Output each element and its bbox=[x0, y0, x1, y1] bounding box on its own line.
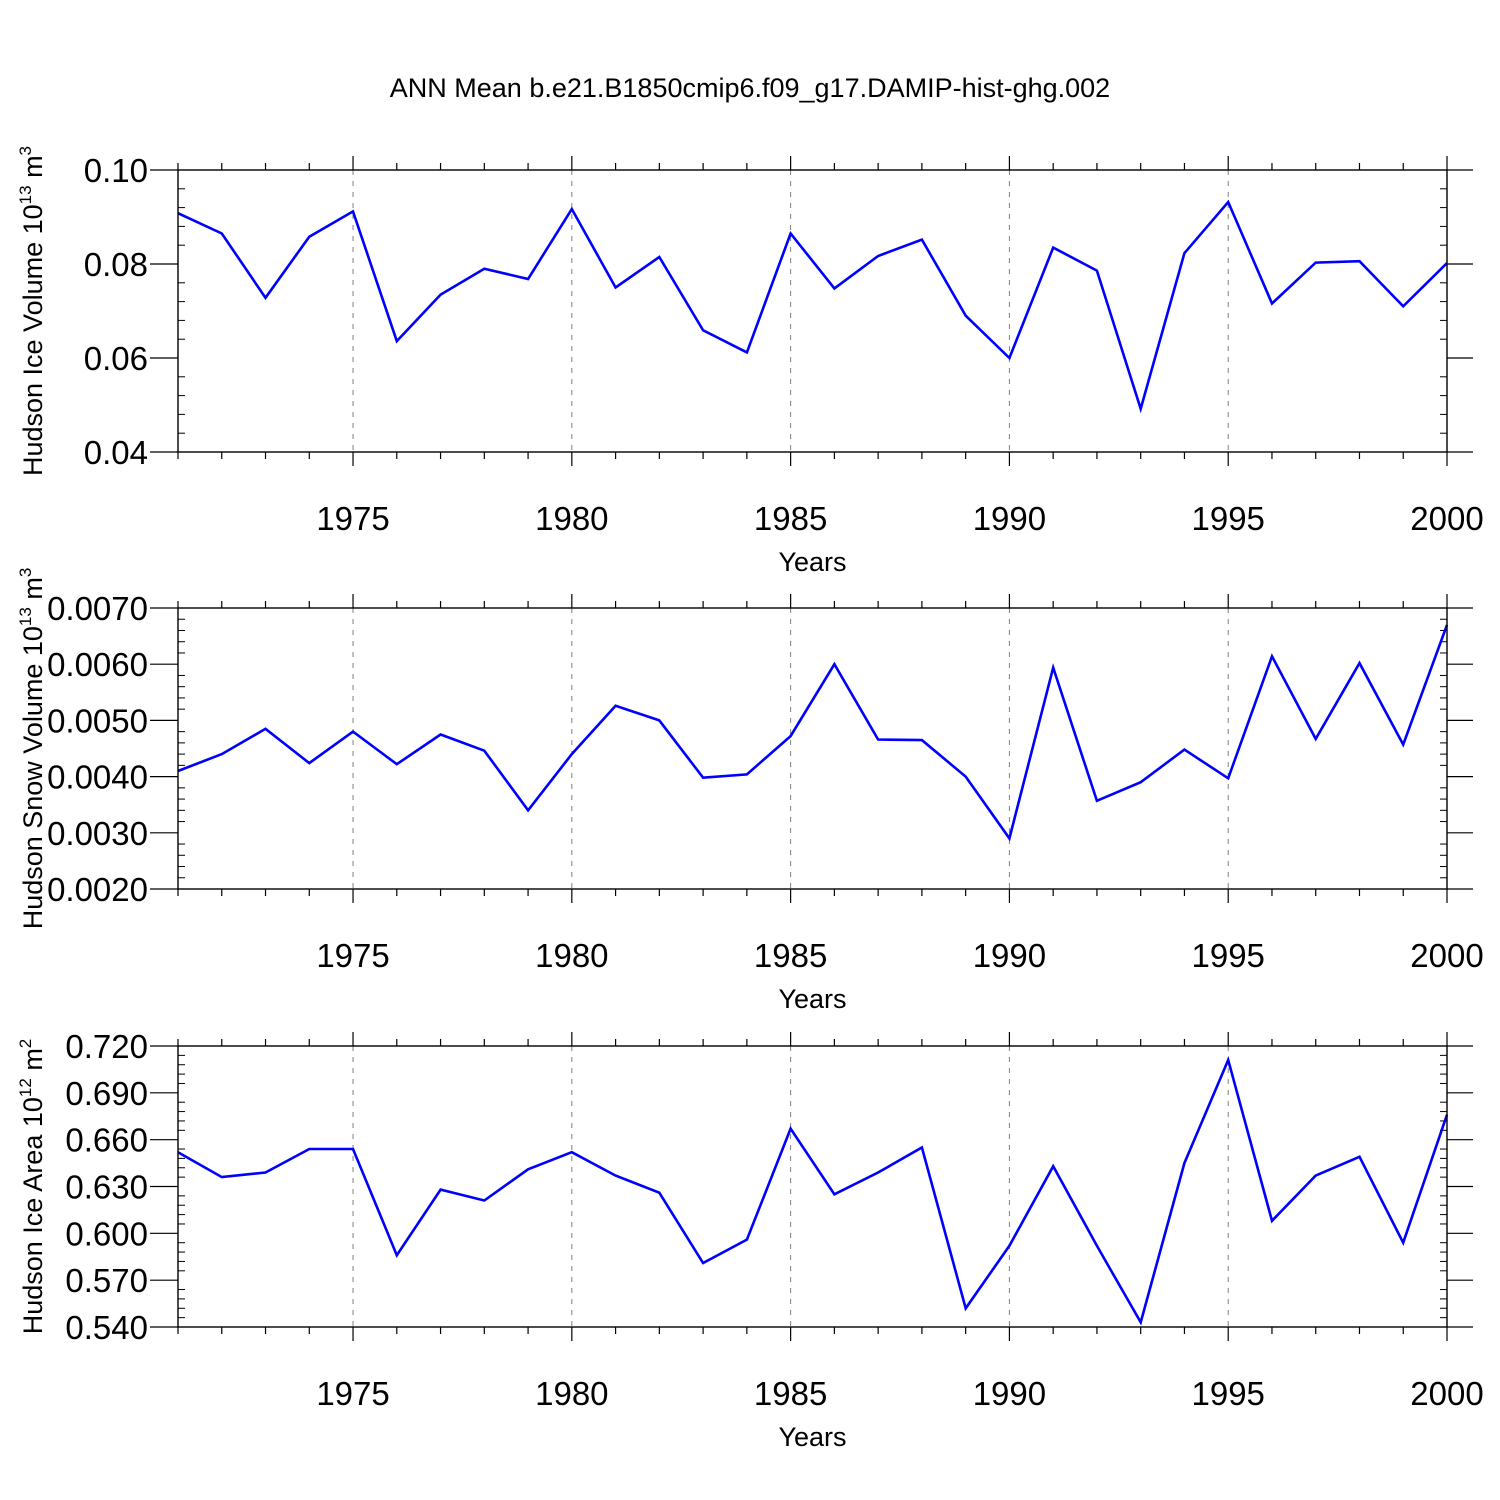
y-tick-label: 0.630 bbox=[65, 1169, 148, 1206]
panel-snow-volume: 0.0020 0.0030 0.0040 0.0050 0.0060 0.0070 1975… bbox=[16, 568, 1484, 1014]
x-tick-label: 2000 bbox=[1410, 500, 1483, 537]
y-axis-label-exponent: 13 bbox=[16, 607, 35, 626]
y-axis-label-unit: m bbox=[18, 1048, 48, 1078]
x-tick-label: 1990 bbox=[973, 500, 1046, 537]
x-tick-label: 1975 bbox=[316, 1375, 389, 1412]
y-tick-label: 0.720 bbox=[65, 1028, 148, 1065]
x-axis-label: Years bbox=[778, 1422, 846, 1452]
x-tick-label: 1975 bbox=[316, 937, 389, 974]
x-tick-label: 2000 bbox=[1410, 937, 1483, 974]
panel-ice-volume: 0.04 0.06 0.08 0.10 1975 1980 1985 1990 1995 2000… bbox=[16, 146, 1484, 577]
y-axis-label-exponent: 12 bbox=[16, 1078, 35, 1097]
y-tick-label: 0.570 bbox=[65, 1262, 148, 1299]
x-tick-label: 1985 bbox=[754, 1375, 827, 1412]
x-tick-label: 1990 bbox=[973, 1375, 1046, 1412]
y-axis-label-unit-exponent: 2 bbox=[16, 1039, 35, 1048]
x-tick-label: 1985 bbox=[754, 500, 827, 537]
y-tick-label: 0.600 bbox=[65, 1215, 148, 1252]
y-axis-label-text: Hudson Ice Volume 10 bbox=[18, 204, 48, 476]
x-tick-label: 1990 bbox=[973, 937, 1046, 974]
chart-title: ANN Mean b.e21.B1850cmip6.f09_g17.DAMIP-… bbox=[390, 73, 1110, 103]
y-axis-label: Hudson Snow Volume 1013 m3 bbox=[16, 568, 48, 930]
y-tick-label: 0.08 bbox=[84, 246, 148, 283]
y-tick-label: 0.0030 bbox=[47, 815, 148, 852]
y-axis-label-unit: m bbox=[18, 577, 48, 607]
x-tick-label: 1995 bbox=[1191, 1375, 1264, 1412]
x-axis-label: Years bbox=[778, 547, 846, 577]
y-tick-label: 0.0020 bbox=[47, 871, 148, 908]
x-tick-label: 1980 bbox=[535, 500, 608, 537]
series-line-0 bbox=[177, 199, 1448, 414]
y-axis-label-exponent: 13 bbox=[16, 185, 35, 204]
plot-frame bbox=[177, 169, 1448, 453]
y-tick-label: 0.540 bbox=[65, 1309, 148, 1346]
y-tick-label: 0.0050 bbox=[47, 702, 148, 739]
x-tick-label: 1985 bbox=[754, 937, 827, 974]
plot-frame bbox=[177, 1045, 1448, 1328]
x-tick-label: 1980 bbox=[535, 1375, 608, 1412]
x-tick-label: 1995 bbox=[1191, 937, 1264, 974]
panel-ice-area: 0.540 0.570 0.600 0.630 0.660 0.690 0.720 1975 1… bbox=[16, 1028, 1484, 1452]
y-tick-label: 0.0040 bbox=[47, 759, 148, 796]
y-axis-label-unit: m bbox=[18, 155, 48, 185]
y-axis-label-unit-exponent: 3 bbox=[16, 146, 35, 155]
x-tick-label: 1975 bbox=[316, 500, 389, 537]
series-line-0 bbox=[177, 1056, 1449, 1326]
x-axis-label: Years bbox=[778, 984, 846, 1014]
x-tick-label: 2000 bbox=[1410, 1375, 1483, 1412]
y-axis-label-text: Hudson Ice Area 10 bbox=[18, 1097, 48, 1334]
y-axis-label: Hudson Ice Volume 1013 m3 bbox=[16, 146, 48, 476]
y-axis-label-unit-exponent: 3 bbox=[16, 568, 35, 577]
y-tick-label: 0.06 bbox=[84, 340, 148, 377]
y-axis-label: Hudson Ice Area 1012 m2 bbox=[16, 1039, 48, 1335]
y-tick-label: 0.0070 bbox=[47, 590, 148, 627]
y-tick-label: 0.10 bbox=[84, 152, 148, 189]
series-line-0 bbox=[177, 624, 1449, 842]
y-axis-label-text: Hudson Snow Volume 10 bbox=[18, 626, 48, 929]
x-tick-label: 1980 bbox=[535, 937, 608, 974]
x-tick-label: 1995 bbox=[1191, 500, 1264, 537]
y-tick-label: 0.04 bbox=[84, 434, 148, 471]
y-tick-label: 0.660 bbox=[65, 1122, 148, 1159]
y-tick-label: 0.0060 bbox=[47, 646, 148, 683]
y-tick-label: 0.690 bbox=[65, 1075, 148, 1112]
plot-frame bbox=[177, 607, 1448, 890]
